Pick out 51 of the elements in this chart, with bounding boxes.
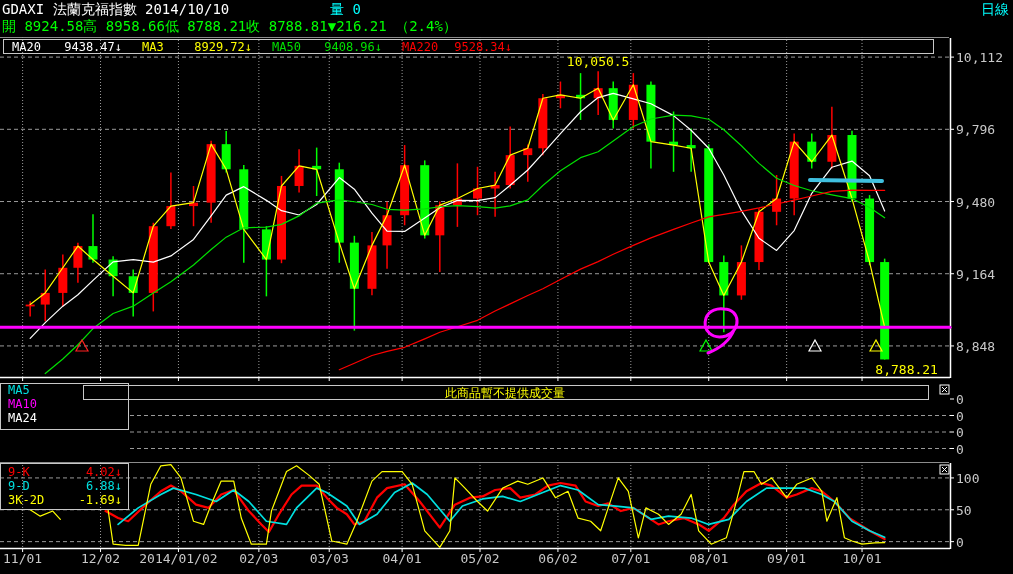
candlestick — [294, 148, 304, 194]
y-tick-label: 100 — [956, 470, 980, 486]
annotation: 9528.34↓ — [454, 40, 512, 54]
y-tick-label: 10,112 — [956, 50, 1003, 66]
annotation: 9408.96↓ — [324, 40, 382, 54]
x-tick-label: 06/02 — [538, 551, 578, 566]
annotation: 10,050.5 — [566, 54, 630, 70]
text: MA220 — [402, 40, 439, 54]
text: MA50 — [272, 40, 301, 54]
x-tick-label: 07/01 — [611, 551, 651, 566]
x-tick-label: 05/02 — [460, 551, 500, 566]
annotation: 9438.47↓ — [64, 40, 122, 54]
x-tick-label: 11/01 — [3, 551, 43, 566]
annotation: 4.02↓ — [85, 465, 122, 479]
candlestick — [88, 213, 98, 264]
chart-title: GDAXI 法蘭克福指數 2014/10/10 — [2, 1, 230, 17]
candlestick — [523, 143, 533, 183]
text: 量 0 — [330, 1, 361, 17]
x-tick-label: 10/01 — [842, 551, 882, 566]
text: 9-D — [8, 479, 30, 493]
text: MA5 — [8, 383, 30, 397]
candlestick — [73, 242, 83, 284]
candlestick — [166, 171, 176, 230]
annotation: -1.69↓ — [78, 493, 122, 507]
y-tick-label: 9,480 — [956, 194, 996, 210]
x-tick-label: 02/03 — [239, 551, 279, 566]
text: MA20 — [12, 40, 41, 54]
x-tick-label: 03/03 — [309, 551, 349, 566]
text: 此商品暫不提供成交量 — [445, 386, 565, 400]
x-tick-label: 09/01 — [767, 551, 807, 566]
annotation: 8,788.21 — [875, 361, 938, 377]
text: MA3 — [142, 40, 164, 54]
x-tick-label: 08/01 — [689, 551, 729, 566]
candlestick — [40, 268, 50, 322]
series-label: 3K-2D — [8, 493, 45, 507]
x-tick-label: 12/02 — [80, 551, 121, 566]
annotation: 8929.72↓ — [194, 40, 252, 54]
text: 9-K — [8, 465, 31, 479]
x-tick-label: 2014/01/02 — [139, 551, 218, 566]
candlestick — [473, 166, 483, 216]
text: MA10 — [8, 397, 37, 411]
text: MA24 — [8, 411, 37, 425]
chart-subtitle: 開 8924.58高 8958.66低 8788.21收 8788.81▼216.21 （2.4%） — [2, 18, 457, 34]
y-tick-label: 8,848 — [956, 338, 996, 354]
x-tick-label: 04/01 — [382, 551, 422, 566]
y-tick-label: 9,796 — [956, 122, 996, 138]
y-tick-label: 50 — [956, 502, 972, 518]
y-tick-label: 0 — [956, 534, 964, 550]
text: 日線 — [981, 1, 1009, 17]
y-tick-label: 9,164 — [956, 266, 996, 282]
annotation: 6.88↓ — [85, 479, 122, 493]
